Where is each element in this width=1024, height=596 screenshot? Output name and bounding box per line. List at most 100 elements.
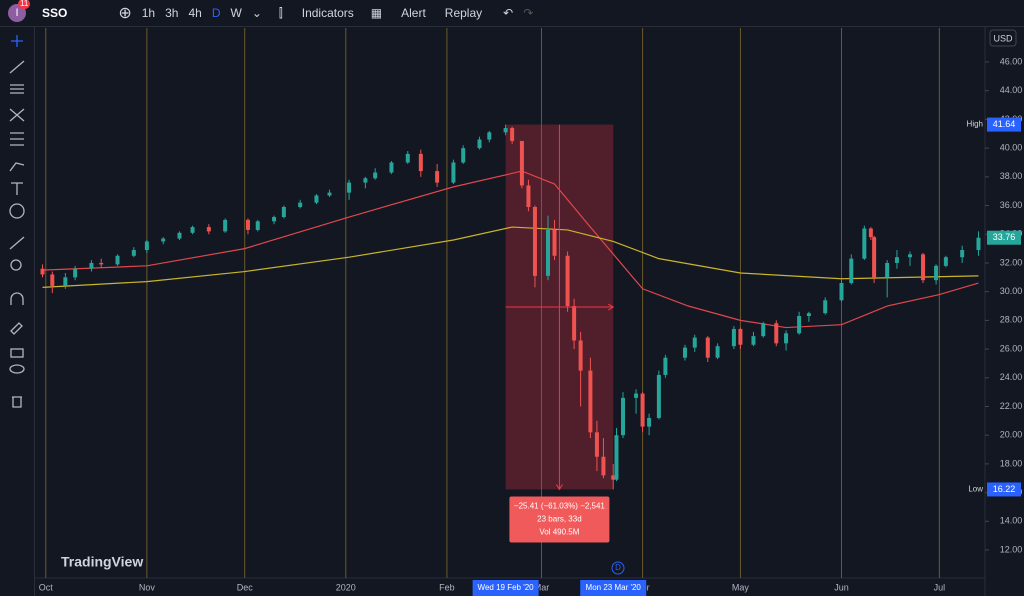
emoji-tool[interactable] [9,203,25,219]
layouts[interactable]: ▦ [370,6,383,20]
interval[interactable]: 4h [188,6,202,20]
text-tool[interactable] [11,182,23,195]
event-marker-label: D [615,563,621,572]
y-tick-label: 46.00 [1000,56,1023,66]
x-tick-label: Mar [534,582,550,592]
interval[interactable]: W [230,6,242,20]
undo[interactable]: ↶ [503,6,514,20]
candle-body [89,262,94,269]
currency-button[interactable] [989,29,1017,47]
ruler-tool[interactable] [9,236,25,250]
candle-body [872,237,877,278]
fib-tool[interactable] [10,84,24,94]
price-label-box [987,117,1021,132]
y-tick-label: 22.00 [1000,401,1023,411]
interval[interactable]: 1h [141,6,156,20]
candle-body [774,323,779,344]
candle-body [63,277,68,286]
lock-drawing-tool[interactable] [10,322,23,335]
replay-button[interactable]: Replay [444,6,483,20]
add-button[interactable]: ⊕ [118,5,132,22]
candle-body [50,274,55,286]
date-label: Mon 23 Mar '20 [586,583,642,592]
y-tick-label: 20.00 [1000,430,1023,440]
magnet-tool[interactable] [10,292,24,305]
candle-body [960,250,965,258]
x-tick-label: Oct [39,582,54,592]
toolbar: I 11 SSO ⊕ 1h 3h 4h D W ⌄ ⫿ Indicators ▦… [0,0,1024,27]
candle-body [621,397,626,436]
candle-body [73,268,78,278]
event-marker[interactable] [611,561,625,575]
brush-tool[interactable] [9,162,25,172]
candle-body [614,435,619,480]
currency: USD [993,33,1013,43]
symbol[interactable]: SSO [42,6,68,20]
price-label-name: Low [968,485,983,494]
alert-button[interactable]: Alert [401,6,426,20]
candle-body [510,128,515,141]
x-tick-label: Dec [237,582,254,592]
measure-tooltip [509,496,610,543]
candle-body [373,172,378,179]
candle-body [934,265,939,281]
chart-type[interactable]: ⫿ [278,5,283,20]
price-label-name: High [967,120,983,129]
y-tick-label: 44.00 [1000,85,1023,95]
drawing-tools [0,27,35,596]
candle-body [784,333,789,344]
price-axis [985,27,1024,596]
measure-text: Vol 490.5M [539,528,579,537]
delete-tool[interactable] [12,396,22,408]
candle-body [519,140,524,186]
candle-body [751,336,756,345]
date-label-box [472,580,539,596]
candle-body [578,340,583,371]
candle-body [161,238,166,242]
candle-body [894,257,899,263]
candle-body [190,227,195,233]
candle-body [611,475,616,480]
y-tick-label: 18.00 [1000,458,1023,468]
x-tick-label: Jul [934,582,946,592]
candle-body [532,206,537,276]
tool-icons [9,35,25,408]
moving-average [42,226,979,288]
candle-body [839,283,844,301]
price-label-box [987,230,1021,245]
candle-body [797,316,802,334]
candle-body [572,306,577,341]
candle-body [314,195,319,203]
y-tick-label: 36.00 [1000,200,1023,210]
candle-body [281,206,286,218]
crosshair-tool[interactable] [11,35,23,47]
redo[interactable]: ↷ [523,6,534,20]
zoom-tool[interactable] [10,259,22,271]
candle-body [526,185,531,207]
avatar[interactable]: I 11 [8,0,31,22]
candle-body [885,262,890,278]
visibility-tool[interactable] [9,364,25,374]
interval[interactable]: D [211,6,221,20]
x-tick-label: Feb [439,582,455,592]
candle-body [976,237,981,251]
dropdown[interactable]: ⌄ [251,6,262,20]
candle-body [634,393,639,398]
candle-body [206,227,211,232]
interval[interactable]: 3h [165,6,179,20]
prediction-tool[interactable] [10,132,24,146]
candle-body [682,347,687,358]
indicators-button[interactable]: Indicators [301,6,354,20]
candle-body [405,153,410,163]
trendline-tool[interactable] [9,60,25,74]
pattern-tool[interactable] [9,108,25,122]
badge: 11 [18,0,31,9]
lock-tool[interactable] [10,348,24,358]
candle-body [255,221,260,230]
candle-body [594,432,599,457]
price-label-value: 33.76 [993,232,1016,242]
candle-body [487,132,492,140]
candle-body [640,393,645,427]
y-tick-label: 28.00 [1000,315,1023,325]
